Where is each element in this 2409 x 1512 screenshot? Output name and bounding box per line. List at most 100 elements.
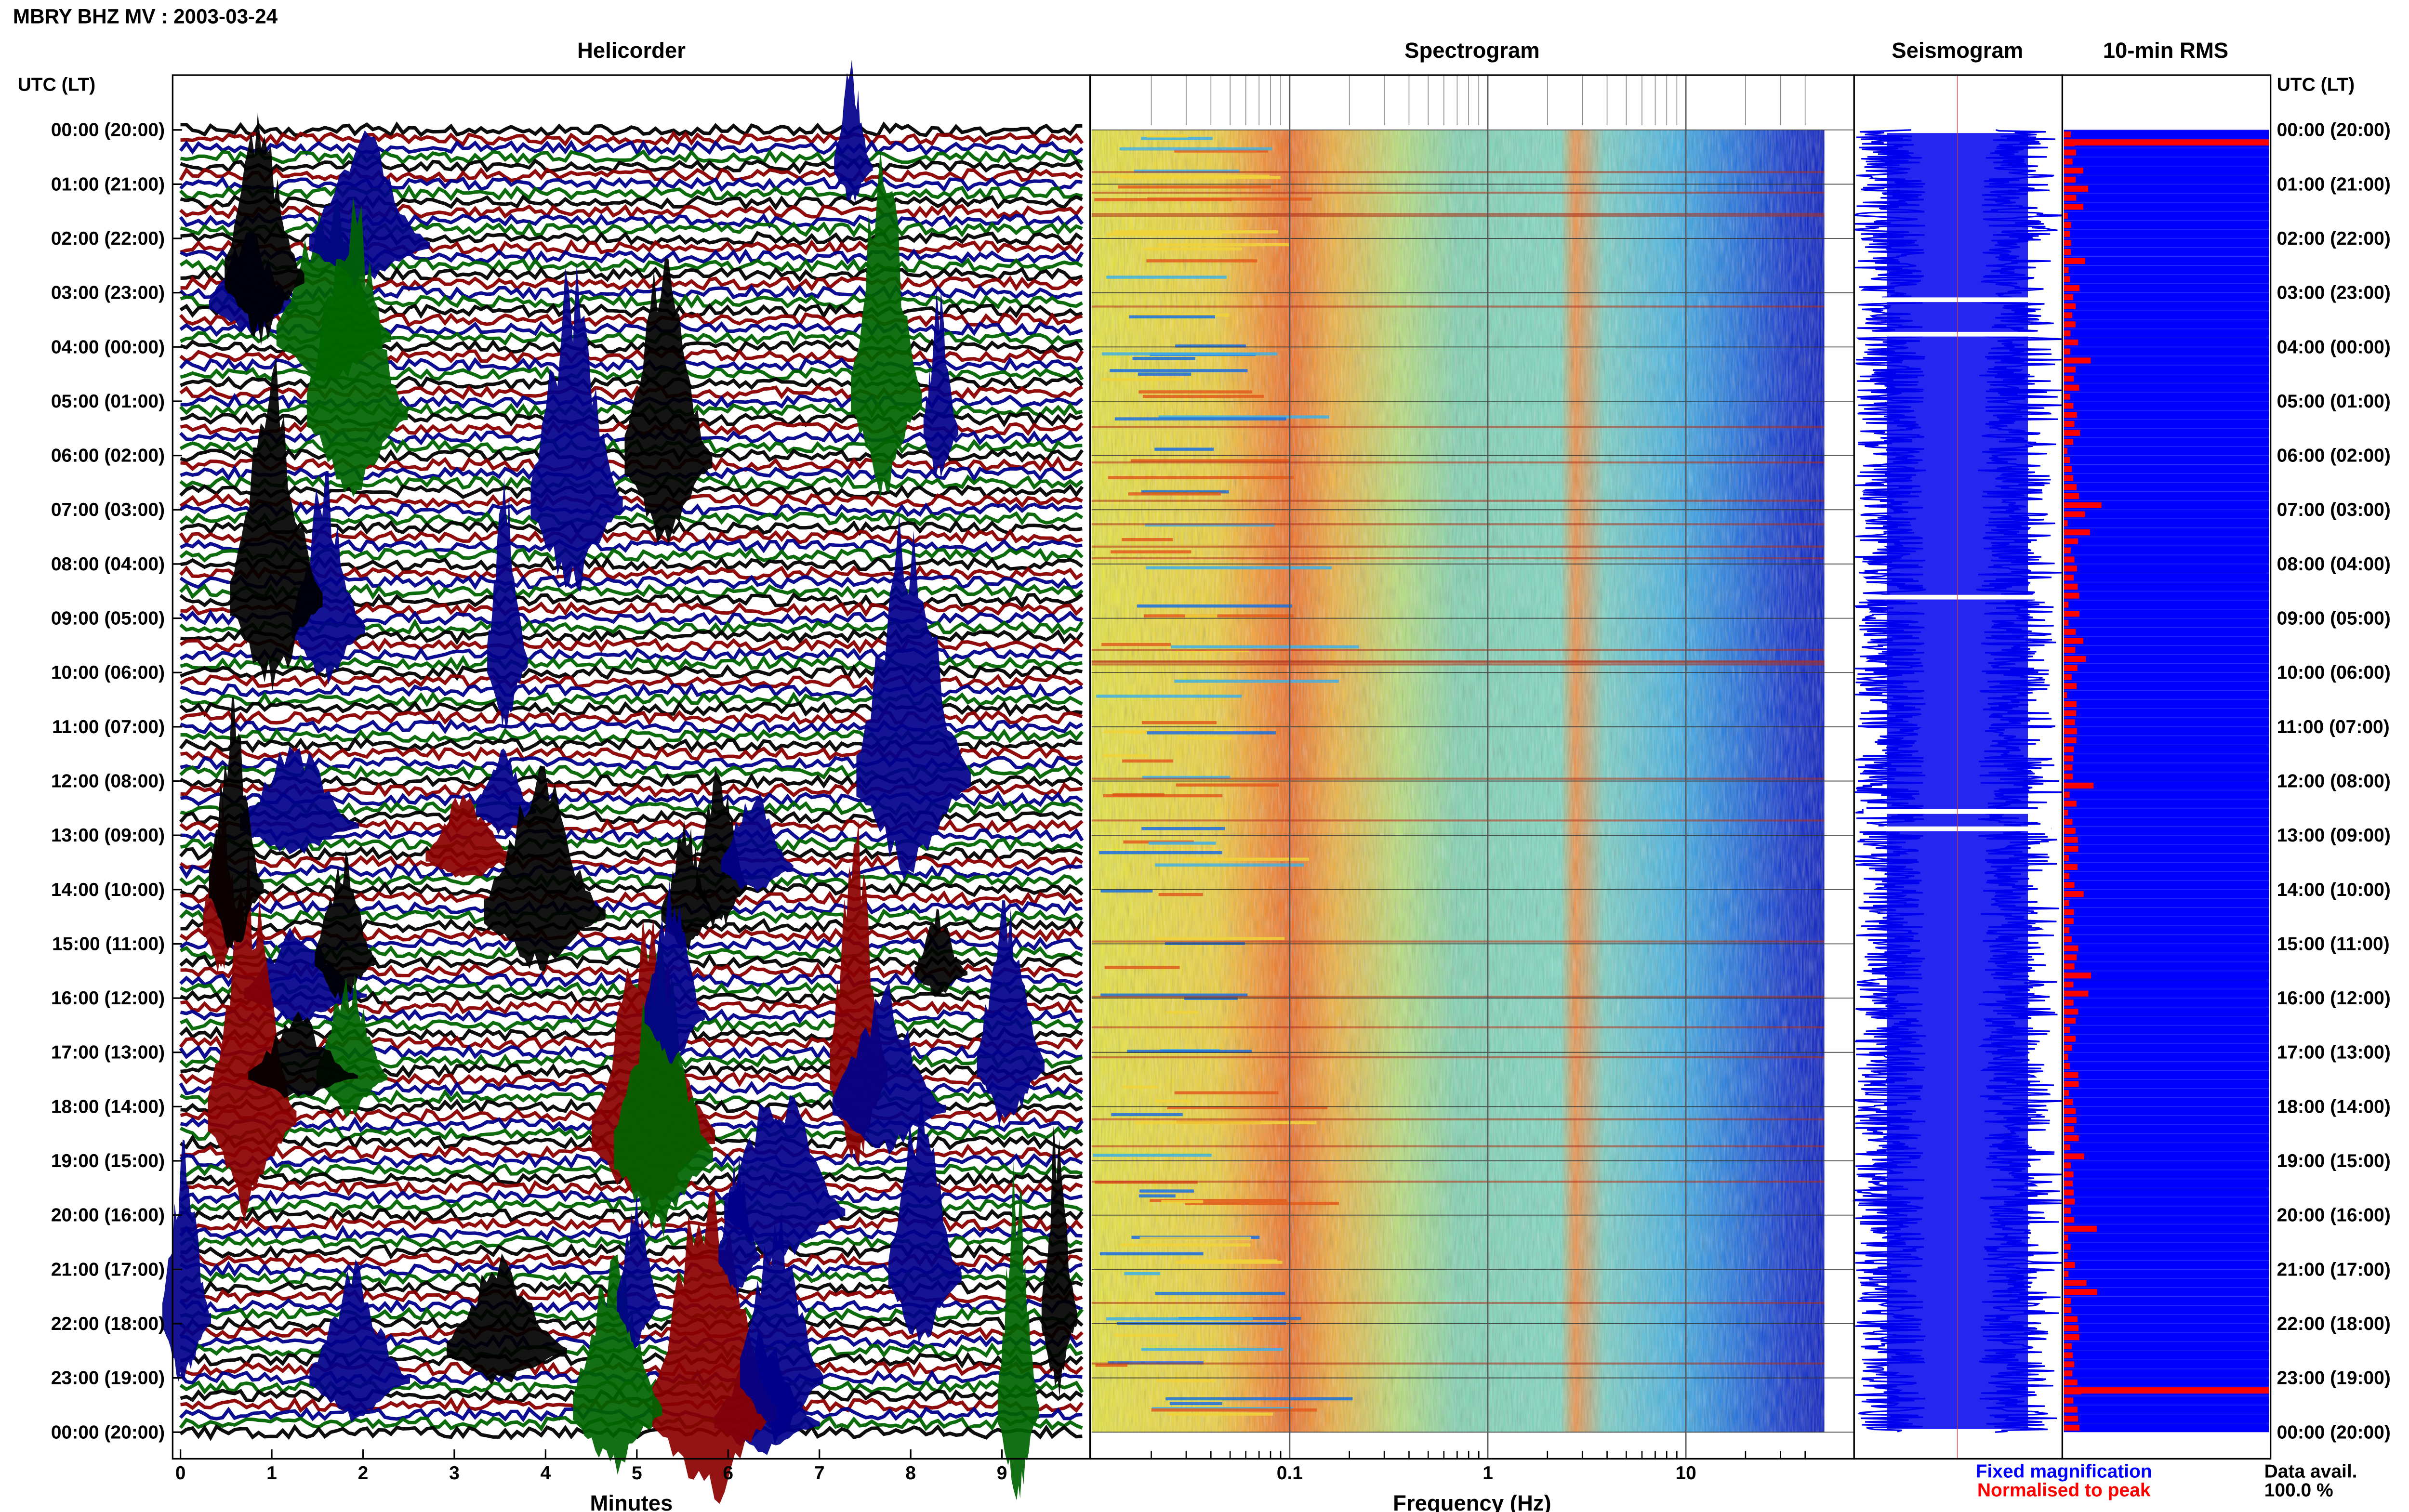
rms-normalised-bar [2064,1361,2075,1367]
spectrogram-streak [1095,1364,1128,1367]
rms-normalised-bar [2064,1198,2075,1205]
spectrogram-streak [1107,233,1222,236]
helicorder-y-tick-label: 09:00 (05:00) [51,608,165,629]
rms-normalised-bar [2064,403,2074,409]
spectrogram-event-band [1091,426,1825,428]
helicorder-trace-line [179,484,1084,500]
spectrogram-streak [1155,937,1285,940]
helicorder-y-tick-label: 00:00 (20:00) [51,1422,165,1443]
spectrogram-streak [1106,276,1227,279]
rms-normalised-bar [2064,1208,2071,1214]
spectrogram-panel: 0.1 1 10 Frequency (Hz) [1089,74,1855,1512]
helicorder-y-tick-label: 03:00 (23:00) [51,283,165,303]
helicorder-trace-line [180,158,1084,175]
helicorder-y-tick-label: 20:00 (16:00) [51,1205,165,1226]
rms-normalised-bar [2064,1316,2078,1322]
helicorder-event [644,881,705,1064]
rms-normalised-bar [2064,1108,2076,1114]
spectrogram-streak [1174,1091,1279,1095]
rms-normalised-bar [2064,1216,2075,1223]
helicorder-event [315,850,376,1001]
right-y-tick-label: 00:00 (20:00) [2277,1422,2391,1443]
spectrogram-streak [1156,1379,1216,1382]
rms-bars [2064,131,2269,1431]
rms-normalised-bar [2064,954,2077,960]
spectrogram-streak [1142,776,1231,779]
rms-normalised-bar [2064,755,2074,762]
rms-normalised-bar [2064,1407,2078,1413]
rms-normalised-bar [2064,511,2085,517]
spectrogram-streak [1185,1202,1339,1205]
helicorder-event [162,1139,211,1381]
helicorder-y-tick-label: 16:00 (12:00) [51,988,165,1009]
spectrogram-streak [1128,492,1221,496]
rms-normalised-bar [2064,574,2074,581]
helicorder-event [487,477,528,731]
rms-normalised-bar [2064,1189,2074,1196]
rms-normalised-bar [2064,375,2074,382]
rms-normalised-bar [2064,484,2077,490]
rms-normalised-bar [2064,1153,2084,1159]
spectrogram-streak [1096,695,1242,698]
rms-normalised-bar [2064,556,2075,563]
spectrogram-event-band [1091,1362,1825,1365]
helicorder-event [617,1194,660,1349]
rms-normalised-bar [2064,1009,2078,1015]
helicorder-event [248,1011,358,1099]
rms-normalised-bar [2064,294,2073,301]
rms-normalised-bar [2064,981,2074,988]
rms-normalised-bar [2064,176,2076,183]
rms-normalised-bar [2064,1235,2068,1241]
rms-normalised-bar [2064,864,2078,870]
spectrogram-event-band [1091,663,1825,666]
rms-normalised-bar [2064,936,2072,943]
rms-normalised-bar [2064,276,2070,282]
right-y-tick-label: 16:00 (12:00) [2277,988,2391,1009]
helicorder-y-tick-label: 00:00 (20:00) [51,120,165,141]
helicorder-event [832,981,946,1155]
right-y-tick-label: 05:00 (01:00) [2277,391,2391,412]
spectrogram-streak [1167,1412,1273,1416]
rms-normalised-bar [2064,1379,2078,1386]
spectrogram-event-band [1091,819,1825,822]
rms-normalised-bar [2064,927,2070,933]
spectrogram-streak [1099,851,1222,855]
spectrogram-streak [1148,841,1216,845]
rms-normalised-bar [2064,592,2079,599]
rms-normalised-bar [2064,1072,2078,1078]
spectrogram-streak [1141,827,1225,830]
spectrogram-streak [1115,230,1278,234]
helicorder-title: Helicorder [577,38,686,63]
helicorder-x-tick-label: 8 [905,1463,916,1484]
spectrogram-streak [1183,857,1309,861]
spectrogram-event-band [1091,191,1825,194]
spectrogram-streak [1137,604,1292,608]
spectrogram-event-band [1091,213,1825,215]
rms-normalised-bar [2064,1280,2087,1286]
helicorder-y-tick-label: 21:00 (17:00) [51,1259,165,1280]
spectrogram-event-band [1091,777,1825,780]
rms-normalised-bar [2064,267,2069,273]
spectrogram-streak [1157,243,1289,247]
right-y-tick-label: 08:00 (04:00) [2277,554,2391,575]
spectrogram-streak [1101,378,1184,381]
rms-normalised-bar [2064,873,2070,879]
rms-normalised-bar [2064,439,2073,445]
right-y-tick-label: 13:00 (09:00) [2277,825,2391,846]
spectrogram-streak [1146,566,1332,570]
spectrogram-streak [1120,1243,1251,1247]
rms-normalised-bar [2064,421,2075,427]
seismogram-title: Seismogram [1892,38,2023,63]
rms-normalised-bar [2064,611,2079,617]
helicorder-trace-line [180,121,1083,138]
rms-normalised-bar [2064,448,2067,454]
helicorder-y-tick-label: 01:00 (21:00) [51,174,165,195]
helicorder-y-tick-label: 02:00 (22:00) [51,228,165,249]
rms-normalised-bar [2064,222,2071,228]
rms-normalised-bar [2064,900,2069,907]
spectrogram-row-streaks [1091,134,1825,1416]
helicorder-trace-line [179,474,1084,491]
rms-normalised-bar [2064,764,2073,771]
rms-normalised-bar [2064,1117,2077,1123]
rms-normalised-bar [2064,810,2068,816]
